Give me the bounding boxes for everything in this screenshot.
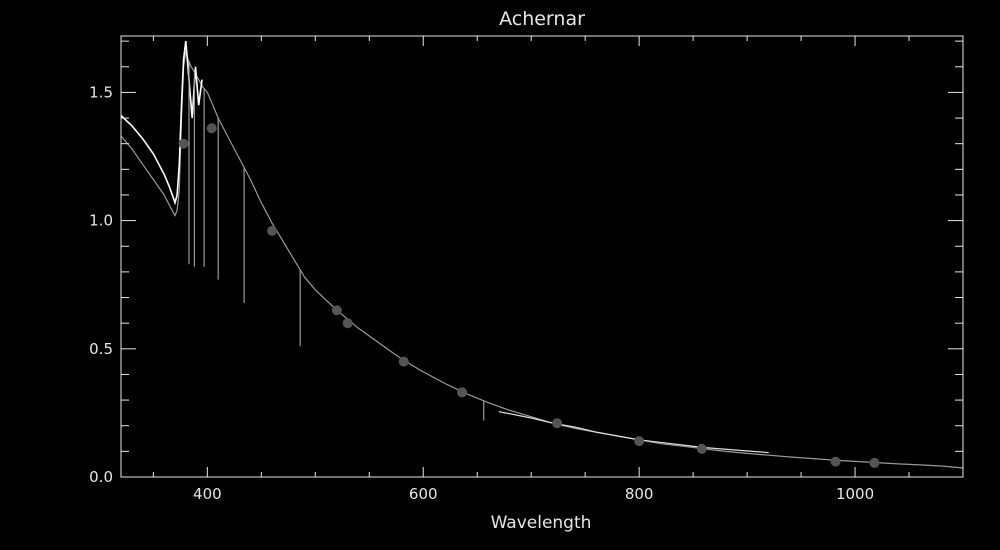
x-tick-label: 400	[193, 485, 222, 503]
data-point	[869, 457, 880, 468]
data-point	[696, 443, 707, 454]
data-point	[398, 356, 409, 367]
chart-title: Achernar	[499, 8, 585, 30]
axis-ticks: 400 600 800 1000 0.0 0.5 1.0 1.5	[89, 36, 964, 503]
x-tick-label: 1000	[836, 485, 874, 503]
plot-points	[178, 123, 880, 468]
data-point	[331, 305, 342, 316]
data-point	[206, 123, 217, 134]
data-point	[634, 436, 645, 447]
y-tick-label: 1.0	[89, 212, 113, 230]
data-point	[342, 318, 353, 329]
y-tick-label: 0.0	[89, 468, 113, 486]
x-axis-title: Wavelength	[491, 513, 592, 533]
data-point	[457, 387, 468, 398]
y-tick-label: 1.5	[89, 83, 113, 101]
data-point	[178, 138, 189, 149]
data-point	[552, 418, 563, 429]
data-point	[830, 456, 841, 467]
y-tick-label: 0.5	[89, 340, 113, 358]
spectrum-blue-line	[120, 41, 203, 206]
spectrum-red-line	[498, 411, 769, 454]
x-tick-label: 600	[409, 485, 438, 503]
model-line	[120, 51, 964, 469]
plot-frame	[120, 35, 964, 478]
data-point	[267, 225, 278, 236]
x-tick-label: 800	[625, 485, 654, 503]
plot-lines	[120, 41, 964, 469]
